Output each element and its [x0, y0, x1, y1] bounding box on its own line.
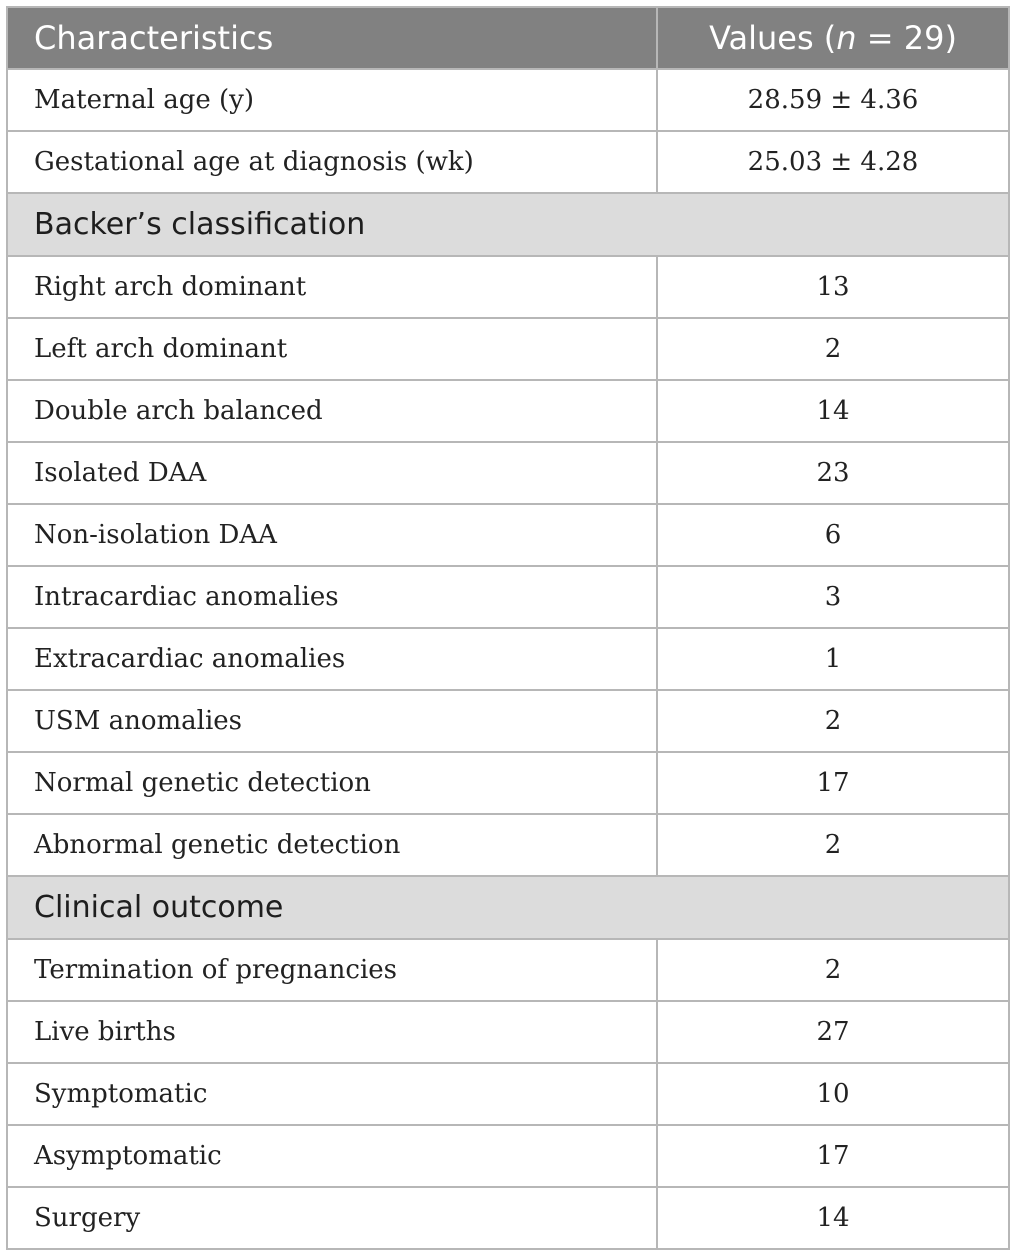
row-value: 14	[656, 379, 1010, 443]
row-value: 3	[656, 565, 1010, 629]
row-label: Symptomatic	[6, 1062, 658, 1126]
row-value: 28.59 ± 4.36	[656, 68, 1010, 132]
header-values-n: n	[836, 19, 857, 57]
table-row: USM anomalies 2	[6, 689, 1010, 753]
table-row: Normal genetic detection 17	[6, 751, 1010, 815]
row-label: Intracardiac anomalies	[6, 565, 658, 629]
row-value: 25.03 ± 4.28	[656, 130, 1010, 194]
table-header-row: Characteristics Values (n = 29)	[6, 6, 1010, 70]
section-title: Clinical outcome	[6, 875, 1010, 940]
header-values: Values (n = 29)	[656, 6, 1010, 70]
row-label: Isolated DAA	[6, 441, 658, 505]
table-row: Intracardiac anomalies 3	[6, 565, 1010, 629]
row-label: Non-isolation DAA	[6, 503, 658, 567]
table-row: Double arch balanced 14	[6, 379, 1010, 443]
row-label: Maternal age (y)	[6, 68, 658, 132]
table-row: Right arch dominant 13	[6, 255, 1010, 319]
row-value: 2	[656, 689, 1010, 753]
header-values-suffix: = 29)	[856, 19, 957, 57]
row-label: Right arch dominant	[6, 255, 658, 319]
table-row: Abnormal genetic detection 2	[6, 813, 1010, 877]
table-row: Asymptomatic 17	[6, 1124, 1010, 1188]
row-label: Surgery	[6, 1186, 658, 1250]
row-value: 17	[656, 1124, 1010, 1188]
row-label: Extracardiac anomalies	[6, 627, 658, 691]
table-row: Non-isolation DAA 6	[6, 503, 1010, 567]
row-label: Live births	[6, 1000, 658, 1064]
table-row: Maternal age (y) 28.59 ± 4.36	[6, 68, 1010, 132]
row-value: 17	[656, 751, 1010, 815]
header-values-prefix: Values (	[709, 19, 837, 57]
row-value: 14	[656, 1186, 1010, 1250]
row-value: 13	[656, 255, 1010, 319]
row-value: 6	[656, 503, 1010, 567]
row-value: 2	[656, 317, 1010, 381]
row-value: 10	[656, 1062, 1010, 1126]
row-value: 1	[656, 627, 1010, 691]
table-row: Surgery 14	[6, 1186, 1010, 1250]
row-label: Normal genetic detection	[6, 751, 658, 815]
row-value: 2	[656, 938, 1010, 1002]
table-row: Symptomatic 10	[6, 1062, 1010, 1126]
row-label: Left arch dominant	[6, 317, 658, 381]
table-row: Extracardiac anomalies 1	[6, 627, 1010, 691]
table-row: Gestational age at diagnosis (wk) 25.03 …	[6, 130, 1010, 194]
row-value: 27	[656, 1000, 1010, 1064]
section-header-outcome: Clinical outcome	[6, 875, 1010, 940]
row-label: Gestational age at diagnosis (wk)	[6, 130, 658, 194]
row-label: Termination of pregnancies	[6, 938, 658, 1002]
row-label: USM anomalies	[6, 689, 658, 753]
section-header-backer: Backer’s classification	[6, 192, 1010, 257]
row-value: 2	[656, 813, 1010, 877]
row-label: Asymptomatic	[6, 1124, 658, 1188]
characteristics-table: Characteristics Values (n = 29) Maternal…	[6, 6, 1010, 1250]
section-title: Backer’s classification	[6, 192, 1010, 257]
table-row: Termination of pregnancies 2	[6, 938, 1010, 1002]
table-row: Left arch dominant 2	[6, 317, 1010, 381]
row-label: Abnormal genetic detection	[6, 813, 658, 877]
row-label: Double arch balanced	[6, 379, 658, 443]
table-row: Live births 27	[6, 1000, 1010, 1064]
table-row: Isolated DAA 23	[6, 441, 1010, 505]
row-value: 23	[656, 441, 1010, 505]
header-characteristics: Characteristics	[6, 6, 658, 70]
